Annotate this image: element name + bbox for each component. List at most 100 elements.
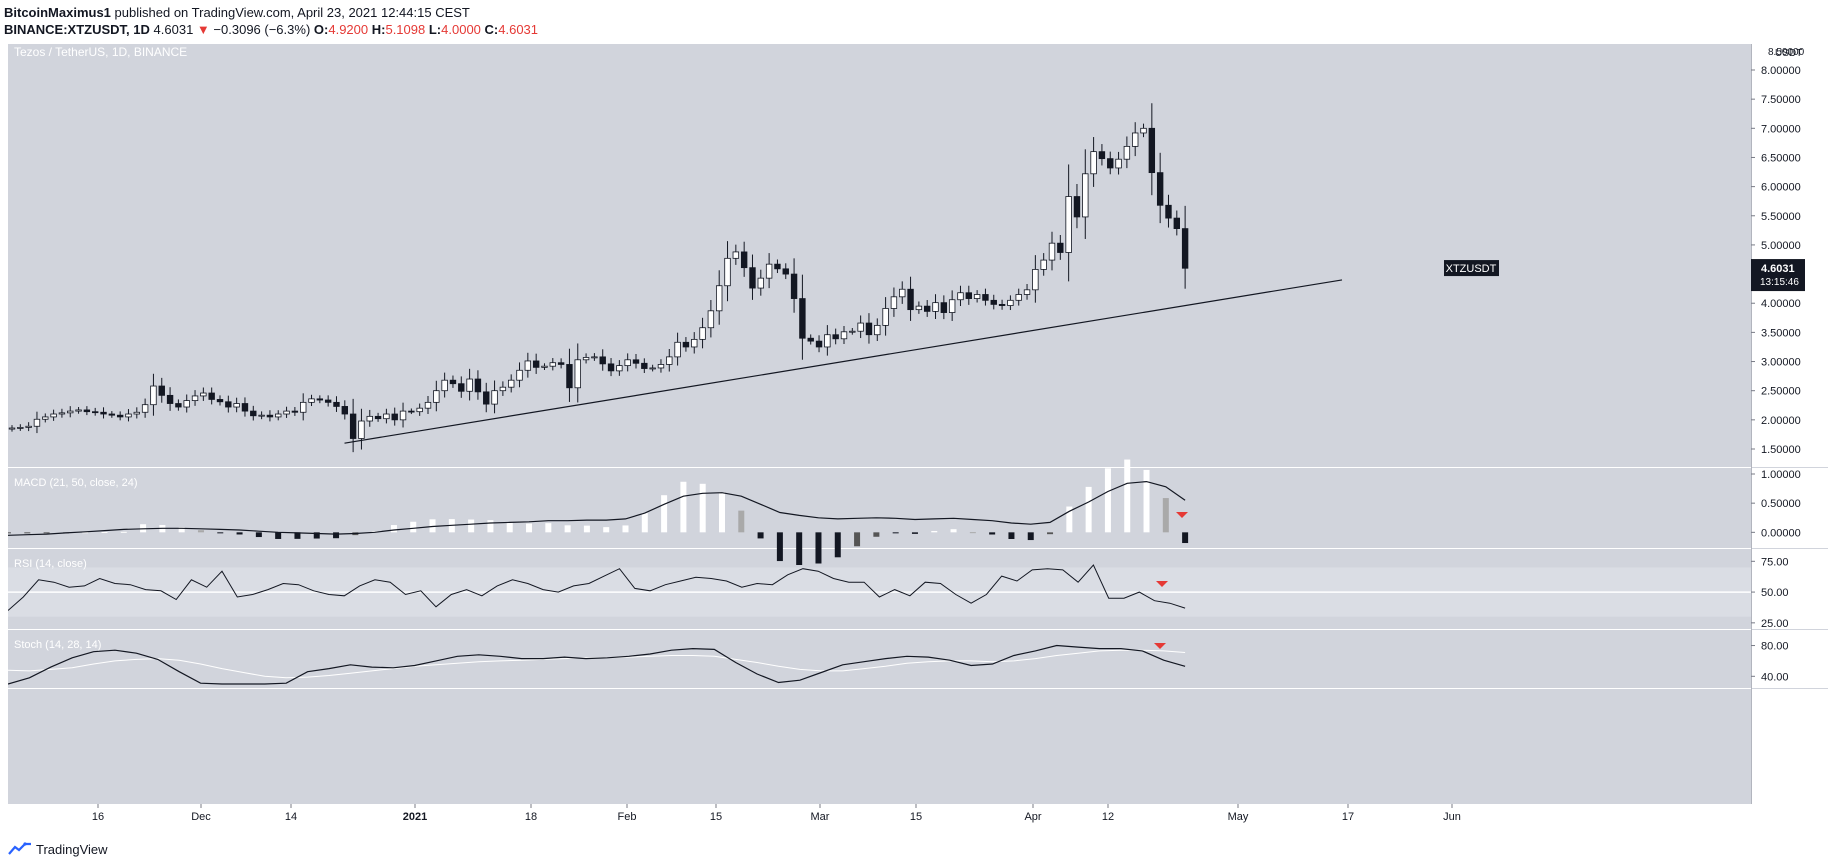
candle-body <box>67 410 74 414</box>
macd-histogram-bar <box>429 519 436 533</box>
macd-histogram-bar <box>275 532 282 539</box>
macd-histogram-bar <box>911 532 918 534</box>
candle-body <box>674 341 681 358</box>
chart-area[interactable]: Tezos / TetherUS, 1D, BINANCE XTZUSDT MACD… <box>8 44 1751 804</box>
countdown-timer: 13:15:46 <box>1760 277 1799 288</box>
price-tick-label: 6.00000 <box>1761 182 1801 194</box>
candle-body <box>183 400 190 408</box>
macd-histogram-bar <box>834 532 841 558</box>
candle-body <box>75 409 82 412</box>
candle-body <box>92 411 99 414</box>
candle-body <box>150 385 157 406</box>
candle-body <box>740 251 748 269</box>
candle-body <box>574 359 581 389</box>
candle-body <box>42 416 49 420</box>
chart-svg[interactable]: Tezos / TetherUS, 1D, BINANCE XTZUSDT MACD… <box>8 44 1751 804</box>
macd-histogram-bar <box>969 532 976 534</box>
candle-body <box>874 324 881 336</box>
candle-body <box>258 414 265 417</box>
price-axis[interactable]: 8.00000 7.50000 7.00000 6.50000 6.00000 5.500… <box>1751 44 1828 804</box>
price-tick-label: 1.50000 <box>1761 444 1801 456</box>
candle-body <box>308 398 315 403</box>
macd-histogram-bar <box>506 522 513 533</box>
candle-body <box>1048 242 1056 261</box>
candle-body <box>100 411 107 415</box>
candle-body <box>732 251 740 259</box>
candle-body <box>1115 158 1122 169</box>
candle-body <box>250 410 257 417</box>
macd-histogram-bar <box>583 525 590 533</box>
macd-histogram-bar <box>526 523 533 533</box>
candle-body <box>266 414 274 418</box>
symbol-label: BINANCE:XTZUSDT, 1D <box>4 22 150 37</box>
footer: TradingView <box>8 838 108 860</box>
macd-histogram-bar <box>8 532 11 534</box>
macd-histogram-bar <box>776 532 783 562</box>
time-tick-label: 15 <box>910 811 922 823</box>
macd-histogram-bar <box>796 532 803 566</box>
candle-body <box>216 399 224 403</box>
candle-body <box>532 360 540 368</box>
macd-histogram-bar <box>989 532 996 535</box>
stoch-d-line <box>8 649 1186 679</box>
macd-histogram-bar <box>120 531 127 533</box>
candle-body <box>815 340 823 348</box>
last-price: 4.6031 <box>153 22 194 37</box>
macd-histogram-bar <box>1047 532 1054 535</box>
candle-body <box>857 322 864 332</box>
macd-histogram-bar <box>1124 459 1131 533</box>
macd-histogram-bar <box>641 512 648 533</box>
candle-body <box>566 364 573 389</box>
macd-histogram-bar <box>390 525 397 533</box>
candle-body <box>899 288 906 298</box>
rsi-tick-label: 25.00 <box>1761 618 1789 630</box>
candle-body <box>990 299 997 305</box>
rsi-line <box>8 564 1186 611</box>
candle-body <box>233 403 240 408</box>
macd-histogram-bar <box>294 532 301 539</box>
macd-histogram-bar <box>82 532 89 534</box>
macd-histogram-bar <box>661 495 668 533</box>
time-axis-svg: 16 Dec 14 2021 18 Feb 15 Mar 15 Apr 12 May 17 Jun <box>92 804 1461 823</box>
last-price-symbol-box <box>1444 260 1499 277</box>
candle-body <box>1015 294 1022 301</box>
candle-body <box>549 362 556 367</box>
main-pane-title: Tezos / TetherUS, 1D, BINANCE <box>14 45 187 59</box>
macd-histogram-bar <box>680 481 687 533</box>
candle-body <box>125 413 132 418</box>
candle-body <box>965 292 972 299</box>
close-label: C: <box>484 22 499 37</box>
author-name[interactable]: BitcoinMaximus1 <box>4 5 111 20</box>
time-axis[interactable]: 16 Dec 14 2021 18 Feb 15 Mar 15 Apr 12 May 17 Jun <box>8 804 1751 826</box>
candle-body <box>807 337 814 342</box>
candle-body <box>765 263 773 279</box>
candle-body <box>649 367 656 370</box>
footer-brand[interactable]: TradingView <box>36 841 108 857</box>
macd-histogram-bar <box>236 532 243 535</box>
candle-body <box>283 410 290 415</box>
last-price-symbol: XTZUSDT <box>1446 263 1497 275</box>
candle-body <box>458 383 465 392</box>
macd-histogram-bar <box>738 510 745 533</box>
candle-body <box>1057 242 1064 253</box>
macd-histogram-bar <box>410 521 417 533</box>
candle-body <box>441 379 448 392</box>
open-label: O: <box>313 22 329 37</box>
candle-body <box>1073 196 1081 218</box>
time-tick-label: May <box>1228 811 1249 823</box>
time-tick-label: 14 <box>285 811 297 823</box>
macd-histogram-bar <box>1008 532 1015 539</box>
price-tick-label: 4.00000 <box>1761 298 1801 310</box>
price-change: −0.3096 (−6.3%) <box>213 22 311 37</box>
candle-body <box>641 362 648 369</box>
candle-body <box>982 294 989 301</box>
macd-histogram-bar <box>1143 469 1150 533</box>
candle-body <box>840 331 848 340</box>
candle-body <box>716 285 723 312</box>
time-tick-label: 15 <box>710 811 722 823</box>
time-tick-label: 16 <box>92 811 104 823</box>
candle-body <box>524 360 532 371</box>
candle-body <box>1132 132 1139 147</box>
symbol-line: BINANCE:XTZUSDT, 1D 4.6031 ▼ −0.3096 (−6… <box>4 21 538 38</box>
candle-body <box>58 412 66 415</box>
